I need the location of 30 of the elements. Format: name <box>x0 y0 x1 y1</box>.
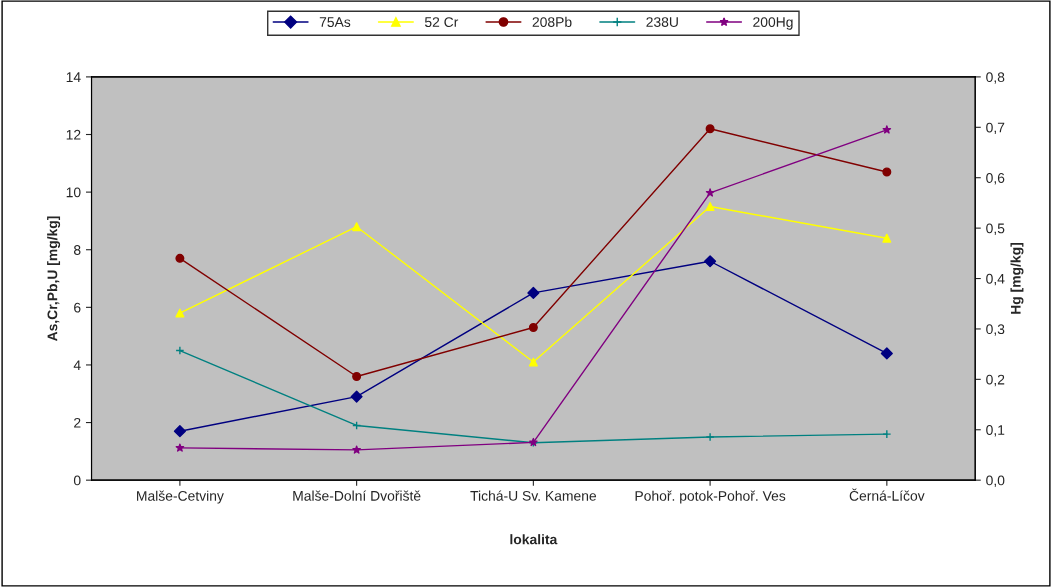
x-tick-label: Tichá-U Sv. Kamene <box>470 490 597 501</box>
x-axis-title: lokalita <box>510 534 558 545</box>
x-tick-label: Pohoř. potok-Pohoř. Ves <box>635 490 786 504</box>
y2-tick-label: 0,8 <box>986 72 1005 84</box>
legend-label: 238U <box>646 17 678 28</box>
y2-tick-label: 0,5 <box>986 223 1005 235</box>
x-tick-label: Malše-Cetviny <box>137 490 224 504</box>
y2-axis-title: Hg [mg/kg] <box>1010 243 1024 314</box>
legend-label: 75As <box>319 17 351 28</box>
y-tick-label: 2 <box>74 417 81 428</box>
y-tick-label: 10 <box>66 187 81 198</box>
x-tick-label: Malše-Dolní Dvořiště <box>293 490 421 501</box>
y2-tick-label: 0,0 <box>986 475 1005 487</box>
y-tick-label: 14 <box>66 72 81 82</box>
y-tick-label: 0 <box>73 475 81 486</box>
y-axis-title: As,Cr,Pb,U [mg/kg] <box>47 216 61 342</box>
x-tick-label: Černá-Líčov <box>849 488 925 501</box>
y-tick-label: 12 <box>66 129 81 140</box>
legend-label: 208Pb <box>532 16 572 28</box>
y2-tick-label: 0,4 <box>986 273 1005 286</box>
legend-label: 200Hg <box>753 17 793 30</box>
y2-tick-label: 0,7 <box>986 122 1005 135</box>
y-tick-label: 6 <box>74 302 81 313</box>
y2-tick-label: 0,6 <box>986 173 1005 185</box>
y-tick-label: 8 <box>73 245 81 255</box>
legend-label: 52 Cr <box>424 17 459 28</box>
y2-tick-label: 0,2 <box>986 374 1005 387</box>
y2-tick-label: 0,1 <box>986 425 1005 437</box>
y-tick-label: 4 <box>73 360 81 370</box>
y2-tick-label: 0,3 <box>986 324 1005 336</box>
